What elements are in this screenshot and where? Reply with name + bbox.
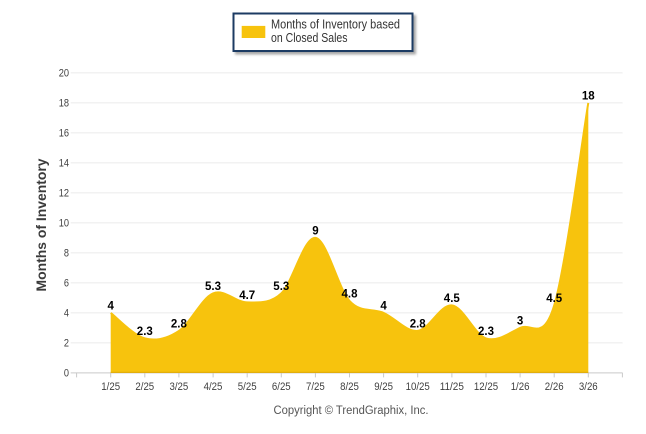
svg-text:2/25: 2/25 bbox=[135, 381, 154, 393]
svg-text:11/25: 11/25 bbox=[440, 381, 464, 393]
svg-text:9/25: 9/25 bbox=[374, 381, 393, 393]
svg-text:4: 4 bbox=[64, 308, 69, 320]
svg-text:Copyright © TrendGraphix, Inc.: Copyright © TrendGraphix, Inc. bbox=[274, 405, 429, 417]
svg-text:12/25: 12/25 bbox=[474, 381, 498, 393]
svg-text:6: 6 bbox=[64, 278, 69, 290]
svg-text:4.5: 4.5 bbox=[546, 293, 563, 305]
svg-text:2.3: 2.3 bbox=[137, 326, 153, 338]
svg-text:2.8: 2.8 bbox=[410, 318, 427, 330]
svg-text:2.8: 2.8 bbox=[171, 318, 188, 330]
svg-text:4.7: 4.7 bbox=[239, 290, 255, 302]
svg-text:3/26: 3/26 bbox=[579, 381, 598, 393]
svg-text:4: 4 bbox=[380, 300, 387, 312]
svg-text:4.8: 4.8 bbox=[342, 288, 359, 300]
svg-text:5/25: 5/25 bbox=[238, 381, 257, 393]
svg-text:4.5: 4.5 bbox=[444, 293, 461, 305]
svg-text:3/25: 3/25 bbox=[170, 381, 189, 393]
svg-text:5.3: 5.3 bbox=[273, 281, 289, 293]
svg-text:2: 2 bbox=[64, 338, 69, 350]
svg-text:4/25: 4/25 bbox=[204, 381, 223, 393]
svg-text:9: 9 bbox=[312, 225, 318, 237]
svg-text:0: 0 bbox=[64, 368, 69, 380]
svg-text:16: 16 bbox=[59, 128, 69, 140]
svg-text:10: 10 bbox=[59, 218, 69, 230]
svg-text:8: 8 bbox=[64, 248, 69, 260]
svg-text:7/25: 7/25 bbox=[306, 381, 325, 393]
svg-text:6/25: 6/25 bbox=[272, 381, 291, 393]
svg-text:18: 18 bbox=[59, 98, 69, 110]
svg-text:18: 18 bbox=[582, 90, 595, 102]
svg-text:1/26: 1/26 bbox=[511, 381, 530, 393]
svg-text:14: 14 bbox=[59, 158, 69, 170]
svg-text:10/25: 10/25 bbox=[406, 381, 430, 393]
svg-text:2/26: 2/26 bbox=[545, 381, 564, 393]
svg-text:Months of Inventory: Months of Inventory bbox=[33, 158, 49, 291]
svg-text:on Closed Sales: on Closed Sales bbox=[271, 30, 348, 45]
svg-text:1/25: 1/25 bbox=[101, 381, 120, 393]
svg-text:4: 4 bbox=[107, 300, 114, 312]
svg-text:20: 20 bbox=[59, 68, 69, 80]
svg-text:2.3: 2.3 bbox=[478, 326, 494, 338]
svg-text:8/25: 8/25 bbox=[340, 381, 359, 393]
svg-text:5.3: 5.3 bbox=[205, 281, 221, 293]
svg-text:Months of Inventory based: Months of Inventory based bbox=[271, 17, 400, 32]
svg-text:12: 12 bbox=[59, 188, 69, 200]
svg-text:3: 3 bbox=[517, 315, 523, 327]
